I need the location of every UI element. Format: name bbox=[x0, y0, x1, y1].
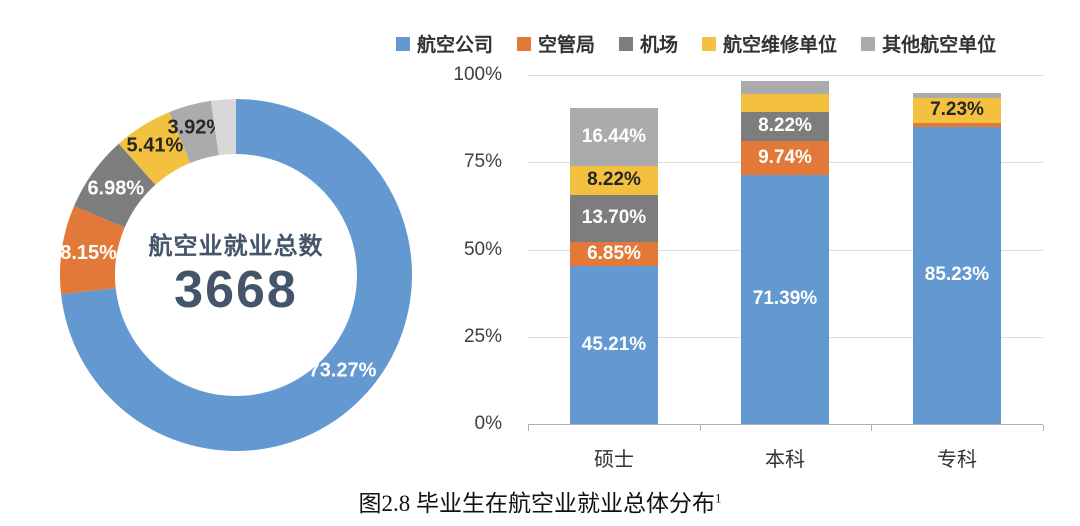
donut-segment-label: 6.98% bbox=[87, 178, 144, 200]
bar-segment: 7.23% bbox=[913, 97, 1001, 123]
donut-segment bbox=[169, 100, 219, 164]
legend-item: 其他航空单位 bbox=[861, 30, 996, 57]
bar-segment: 16.44% bbox=[570, 108, 658, 166]
bar-segment-label: 45.21% bbox=[581, 334, 647, 356]
bar-segment-label: 16.44% bbox=[581, 126, 647, 148]
y-axis-tick-label: 25% bbox=[463, 325, 502, 347]
bar-segment: 45.21% bbox=[570, 266, 658, 424]
x-axis-tick bbox=[871, 425, 873, 431]
bar-segment: 71.39% bbox=[741, 174, 829, 424]
donut-segment-label: 8.15% bbox=[60, 242, 117, 264]
legend-label: 其他航空单位 bbox=[882, 35, 997, 56]
bar-column-本科: 71.39% 9.74% 8.22% bbox=[741, 81, 829, 424]
bar-segment-label: 9.74% bbox=[758, 146, 812, 168]
legend-swatch-icon bbox=[861, 36, 876, 51]
legend-swatch-icon bbox=[396, 36, 410, 51]
y-axis-tick-label: 50% bbox=[463, 238, 502, 260]
legend-label: 航空公司 bbox=[417, 35, 494, 56]
category-label: 硕士 bbox=[594, 449, 634, 471]
legend-swatch-icon bbox=[517, 36, 532, 51]
donut-center-value: 3668 bbox=[174, 261, 298, 319]
y-axis-tick-label: 0% bbox=[474, 413, 502, 434]
bar-segment bbox=[913, 123, 1001, 127]
legend-item: 航空维修单位 bbox=[702, 30, 837, 57]
donut-segment bbox=[60, 205, 125, 295]
bar-segment bbox=[741, 94, 829, 113]
donut-center-title: 航空业就业总数 bbox=[148, 233, 324, 260]
bar-column-硕士: 45.21% 6.85% 13.70% 8.22% 16.44% bbox=[570, 108, 658, 424]
category-label: 本科 bbox=[765, 449, 805, 471]
legend-swatch-icon bbox=[702, 36, 717, 51]
gridline bbox=[528, 75, 1043, 76]
donut-chart: 73.27% 8.15% 6.98% 5.41% 3.92% 航空业就业总数 3668 bbox=[0, 0, 460, 480]
donut-center: 航空业就业总数 3668 bbox=[115, 226, 357, 319]
x-axis-tick bbox=[528, 425, 529, 431]
chart-legend: 航空公司 空管局 机场 航空维修单位 其他航空单位 bbox=[396, 30, 996, 57]
donut-segment bbox=[74, 143, 156, 228]
legend-item: 航空公司 bbox=[396, 30, 493, 57]
bar-segment-label: 85.23% bbox=[924, 264, 990, 286]
donut-segment bbox=[61, 99, 413, 451]
category-label: 专科 bbox=[937, 449, 977, 471]
donut-segment bbox=[210, 99, 236, 156]
bar-segment: 8.22% bbox=[570, 165, 658, 195]
bar-segment: 9.74% bbox=[741, 140, 829, 175]
bar-segment-label: 8.22% bbox=[587, 169, 641, 191]
donut-segment-label: 3.92% bbox=[167, 116, 224, 138]
bar-segment-label: 8.22% bbox=[758, 115, 812, 137]
donut-segment-label: 5.41% bbox=[127, 134, 184, 156]
figure-caption: 图2.8 毕业生在航空业就业总体分布1 bbox=[0, 484, 1080, 518]
y-axis-tick-label: 100% bbox=[453, 64, 502, 85]
donut-svg: 73.27% 8.15% 6.98% 5.41%3.92% bbox=[60, 99, 413, 451]
stacked-bar-chart: 45.21% 6.85% 13.70% 8.22% 16.44% 71.39% 9.74% 8… bbox=[528, 75, 1044, 431]
bar-segment-label: 71.39% bbox=[752, 288, 818, 310]
bar-segment bbox=[741, 81, 829, 95]
x-axis-tick bbox=[699, 425, 701, 431]
x-axis-line bbox=[528, 424, 1043, 425]
bar-segment bbox=[913, 92, 1001, 98]
bar-segment: 8.22% bbox=[741, 112, 829, 141]
legend-item: 机场 bbox=[619, 30, 678, 57]
bar-segment-label: 13.70% bbox=[581, 207, 647, 229]
donut-segment bbox=[118, 112, 191, 185]
bar-segment-label: 6.85% bbox=[587, 243, 641, 265]
donut-segment-label: 73.27% bbox=[309, 360, 377, 382]
bar-column-专科: 85.23% 7.23% bbox=[913, 92, 1001, 424]
caption-text: 图2.8 毕业生在航空业就业总体分布 bbox=[358, 491, 716, 516]
caption-superscript: 1 bbox=[715, 490, 722, 506]
bar-segment: 85.23% bbox=[913, 126, 1001, 424]
bar-segment-label: 7.23% bbox=[930, 99, 984, 121]
legend-label: 机场 bbox=[640, 35, 679, 56]
bar-segment: 6.85% bbox=[570, 242, 658, 267]
y-axis-tick-label: 75% bbox=[463, 151, 502, 173]
bar-segment: 13.70% bbox=[570, 194, 658, 243]
legend-label: 航空维修单位 bbox=[723, 35, 838, 56]
legend-label: 空管局 bbox=[538, 35, 596, 56]
x-axis-tick bbox=[1043, 425, 1044, 431]
legend-swatch-icon bbox=[619, 36, 634, 51]
legend-item: 空管局 bbox=[517, 30, 595, 57]
